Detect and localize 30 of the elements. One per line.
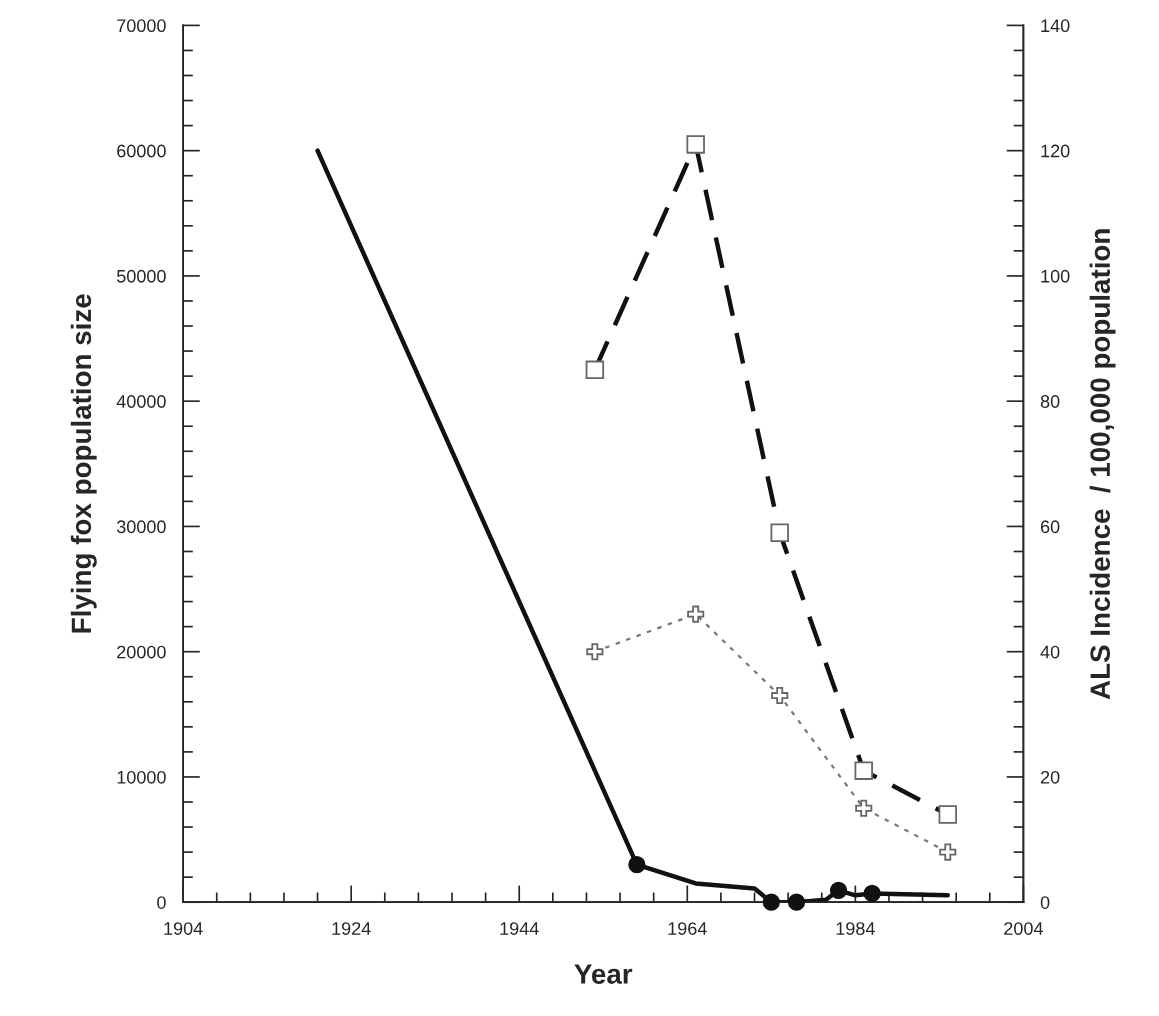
y2-axis-title: ALS Incidence / 100,000 population <box>1089 229 1116 700</box>
x-axis-title: Year <box>574 964 633 984</box>
x-tick-label: 1964 <box>668 922 707 935</box>
y2-tick-label: 80 <box>1040 395 1060 408</box>
y2-tick-label: 40 <box>1040 645 1060 659</box>
y2-tick-label: 100 <box>1041 269 1070 283</box>
x-tick-label: 1904 <box>164 922 203 935</box>
point <box>771 686 789 705</box>
x-tick-label: 1984 <box>836 922 875 935</box>
y-tick-label: 60000 <box>117 144 166 158</box>
y-tick-label: 20000 <box>117 645 166 659</box>
x-tick-label: 1944 <box>500 922 539 935</box>
y-tick-label: 40000 <box>116 395 166 408</box>
x-tick-label: 2004 <box>1004 922 1043 935</box>
x-tick-label: 1924 <box>332 922 371 935</box>
y-tick-label: 0 <box>157 896 166 909</box>
y-tick-label: 50000 <box>116 269 166 283</box>
point <box>855 799 873 817</box>
y-tick-label: 10000 <box>117 770 166 784</box>
y2-tick-label: 60 <box>1040 520 1060 534</box>
y-tick-label: 30000 <box>116 520 166 534</box>
point <box>939 843 957 861</box>
y2-tick-label: 120 <box>1041 144 1070 158</box>
y-axis-title: Flying fox population size <box>70 294 97 633</box>
y2-tick-label: 140 <box>1041 19 1070 33</box>
point <box>687 605 705 623</box>
point <box>586 643 604 661</box>
y2-tick-label: 20 <box>1040 770 1060 784</box>
y-tick-label: 70000 <box>117 19 166 33</box>
y2-tick-label: 0 <box>1040 896 1050 909</box>
